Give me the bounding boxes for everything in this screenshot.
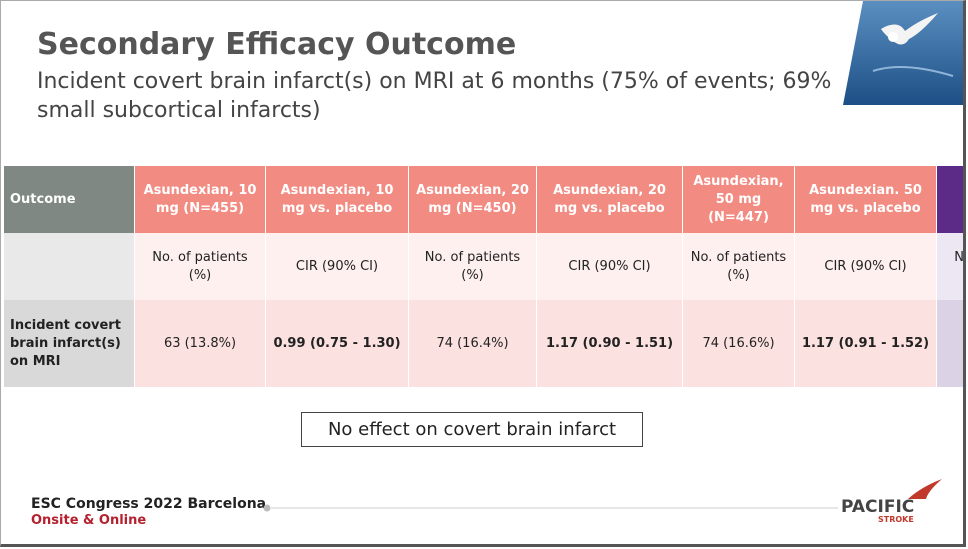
footer-rule <box>263 504 838 512</box>
empty-cell <box>4 233 135 300</box>
event-mode: Onsite & Online <box>31 513 147 528</box>
column-header: Asundexian, 20 mg (N=450) <box>408 166 537 233</box>
row-label: Incident covert brain infarct(s) on MRI <box>4 300 135 387</box>
title: Secondary Efficacy Outcome <box>37 27 517 62</box>
logo-name: PACIFIC <box>841 497 915 517</box>
header-row: Outcome Asundexian, 10 mg (N=455) Asundexi… <box>4 166 963 233</box>
column-header: Asundexian, 50 mg (N=447) <box>682 166 795 233</box>
column-header: Outcome <box>4 166 135 233</box>
column-header: Asundexian. 50 mg vs. placebo <box>794 166 937 233</box>
subheader-cell: No. of patients (%) <box>682 233 795 300</box>
subheader-row: No. of patients (%) CIR (90% CI) No. of pa… <box>4 233 963 300</box>
data-cell: 63 (13.8%) <box>134 300 266 387</box>
data-cell: 74 (16.4%) <box>408 300 537 387</box>
subheader-cell: CIR (90% CI) <box>536 233 683 300</box>
subtitle: Incident covert brain infarct(s) on MRI … <box>37 69 832 123</box>
data-cell: 1.17 (0.90 - 1.51) <box>536 300 683 387</box>
data-cell: 0.99 (0.75 - 1.30) <box>265 300 409 387</box>
subheader-cell: CIR (90% CI) <box>794 233 937 300</box>
logo-tagline: STROKE <box>878 515 914 524</box>
logo-mark <box>908 479 942 499</box>
seagull-photo <box>843 1 963 105</box>
data-row: Incident covert brain infarct(s) on MRI 6… <box>4 300 963 387</box>
column-header: Placebo (N=456) <box>936 166 963 233</box>
data-cell: 74 (16.6%) <box>682 300 795 387</box>
column-header: Asundexian, 10 mg vs. placebo <box>265 166 409 233</box>
subheader-cell: No. of patients (%) <box>936 233 963 300</box>
column-header: Asundexian, 20 mg vs. placebo <box>536 166 683 233</box>
data-cell: 64 (14.0%) <box>936 300 963 387</box>
column-header: Asundexian, 10 mg (N=455) <box>134 166 266 233</box>
event-name: ESC Congress 2022 Barcelona <box>31 496 267 512</box>
results-table: Outcome Asundexian, 10 mg (N=455) Asundexi… <box>4 166 963 387</box>
subheader-cell: No. of patients (%) <box>408 233 537 300</box>
subheader-cell: No. of patients (%) <box>134 233 266 300</box>
data-cell: 1.17 (0.91 - 1.52) <box>794 300 937 387</box>
callout: No effect on covert brain infarct <box>301 412 643 447</box>
subheader-cell: CIR (90% CI) <box>265 233 409 300</box>
